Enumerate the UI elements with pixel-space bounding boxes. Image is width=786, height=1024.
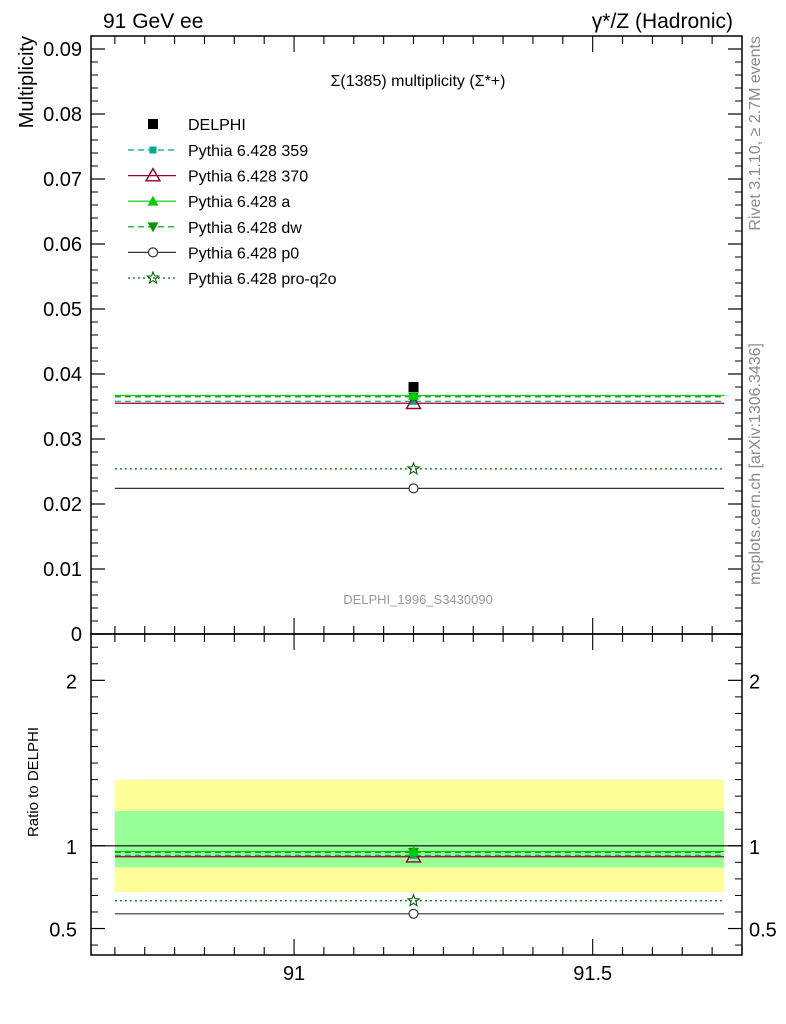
legend-marker-a [147,195,159,206]
legend-marker-370 [144,167,162,182]
main-ytick-label: 0.08 [43,104,82,126]
ratio-frame [90,633,743,956]
legend-label-359: Pythia 6.428 359 [188,143,308,160]
main-ytick-label: 0.02 [43,494,82,516]
ratio-marker-p0 [408,908,419,919]
series-lines [91,394,742,915]
xtick-label: 91 [283,963,305,985]
main-ytick-label: 0.04 [43,364,82,386]
ratio-ytick-label: 2 [66,671,77,693]
main-ytick-label: 0.07 [43,169,82,191]
ratio-marker-370 [405,848,422,863]
uncertainty-band-1 [114,811,725,868]
legend-label-pro-q2o: Pythia 6.428 pro-q2o [188,271,337,288]
ratio-ytick-label-right: 1 [749,837,760,859]
header-left: 91 GeV ee [103,10,203,33]
ratio-ytick-label-right: 0.5 [749,920,777,942]
legend-label-370: Pythia 6.428 370 [188,169,308,186]
ratio-bands [114,779,725,893]
legend-label-p0: Pythia 6.428 p0 [188,245,299,262]
legend-marker-dw [147,222,159,233]
main-ytick-label: 0.09 [43,39,82,61]
legend: DELPHI Pythia 6.428 359 Pythia 6.428 370 Py… [128,117,337,288]
chart-title: Σ(1385) multiplicity (Σ*+) [331,73,506,90]
watermark: DELPHI_1996_S3430090 [343,592,493,607]
axis-ticks [91,35,743,955]
ratio-marker-pro-q2o [406,893,421,907]
main-ytick-label: 0.05 [43,299,82,321]
ratio-ytick-label-right: 2 [749,671,760,693]
main-marker-p0 [408,483,419,494]
main-marker-a [408,389,420,400]
legend-marker-359 [149,146,157,154]
tick-labels: 0 0.01 0.02 0.03 0.04 0.05 0.06 0.07 0.08 0.09 0.5… [43,39,777,985]
ratio-ytick-label: 0.5 [49,920,77,942]
main-ytick-label: 0.06 [43,234,82,256]
main-marker-370 [405,394,422,410]
y-axis-label-main: Multiplicity [16,36,38,128]
main-ytick-label: 0 [71,624,82,646]
xtick-label: 91.5 [573,963,612,985]
legend-label-delphi: DELPHI [188,117,246,134]
main-ytick-label: 0.03 [43,429,82,451]
series-markers [405,382,422,919]
legend-label-dw: Pythia 6.428 dw [188,220,302,237]
legend-marker-pro-q2o [145,270,161,285]
header-right: γ*/Z (Hadronic) [592,10,733,33]
main-ytick-label: 0.01 [43,559,82,581]
rivet-label: Rivet 3.1.10, ≥ 2.7M events [747,36,764,231]
y-axis-label-ratio: Ratio to DELPHI [25,727,42,837]
mcplots-label: mcplots.cern.ch [arXiv:1306.3436] [747,343,764,585]
legend-marker-p0 [147,247,159,258]
ratio-ytick-label: 1 [66,837,77,859]
main-marker-pro-q2o [406,461,421,476]
legend-label-a: Pythia 6.428 a [188,194,290,211]
ratio-marker-a [408,845,420,856]
data-point-delphi [408,382,419,392]
legend-marker-delphi [148,119,158,129]
